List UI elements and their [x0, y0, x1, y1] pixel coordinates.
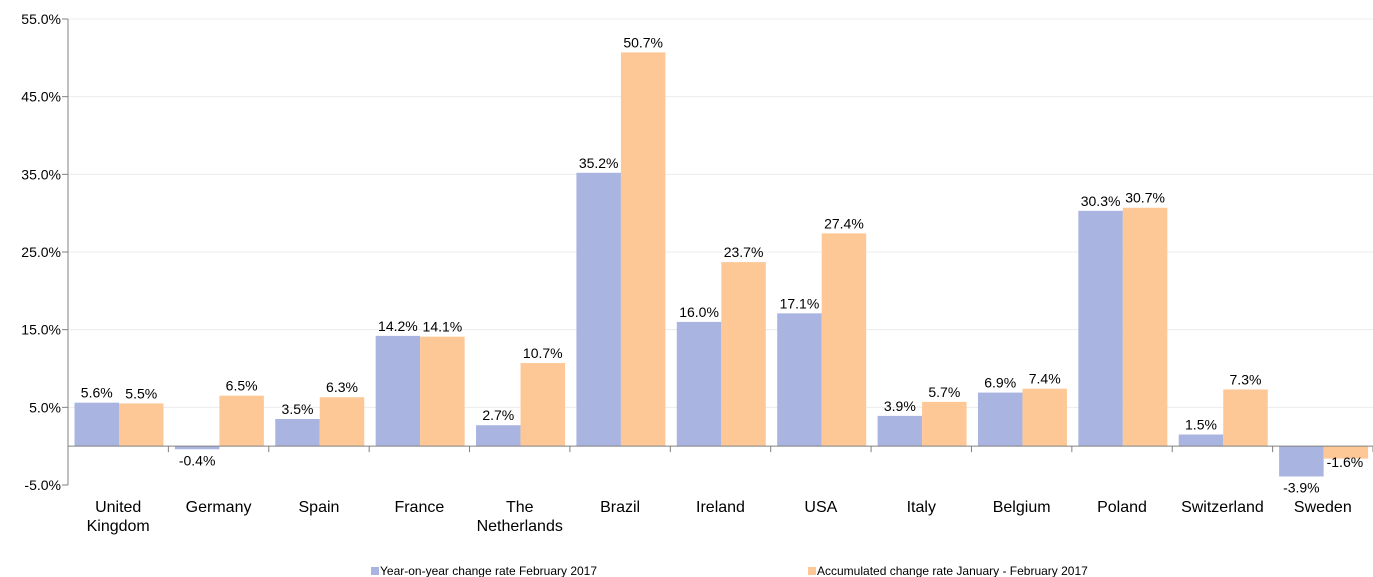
data-label: -3.9%: [1283, 479, 1320, 495]
data-label: 5.7%: [928, 384, 960, 400]
bar-series-2: [721, 262, 766, 447]
bars: [74, 52, 1369, 477]
data-label: 14.1%: [423, 319, 463, 335]
data-label: 2.7%: [482, 407, 514, 423]
bar-series-1: [174, 446, 220, 450]
data-label: 35.2%: [579, 155, 619, 171]
x-category-label: Sweden: [1294, 499, 1352, 516]
y-tick-label: 45.0%: [21, 89, 61, 105]
bar-series-2: [1122, 207, 1168, 447]
axes: -5.0% 5.0% 15.0% 25.0% 35.0% 45.0% 55.0% United…: [21, 11, 1373, 535]
data-label: 50.7%: [623, 34, 663, 50]
x-category-label: Germany: [186, 499, 252, 516]
x-category-label: Spain: [299, 499, 340, 516]
x-category-label: United Kingdom: [87, 499, 150, 535]
y-tick-label: 5.0%: [29, 399, 61, 415]
bar-series-1: [1279, 446, 1324, 477]
y-tick-label: 55.0%: [21, 11, 61, 27]
legend-swatch: [371, 567, 379, 575]
bar-series-1: [1078, 210, 1123, 447]
bar-series-1: [275, 418, 320, 447]
data-label: -1.6%: [1327, 454, 1364, 470]
bar-series-1: [877, 415, 923, 447]
data-label: 6.3%: [326, 379, 358, 395]
x-category-label: Belgium: [993, 499, 1051, 516]
x-category-label: The Netherlands: [477, 499, 563, 535]
x-category-label: Brazil: [600, 499, 640, 516]
data-label: 1.5%: [1185, 417, 1217, 433]
data-label: -0.4%: [179, 452, 216, 468]
bar-series-2: [922, 401, 967, 447]
bar-series-1: [676, 321, 722, 447]
data-label: 17.1%: [780, 295, 820, 311]
bar-series-2: [1223, 389, 1268, 447]
bar-series-2: [420, 336, 465, 447]
bar-series-1: [1178, 434, 1224, 447]
x-category-label: USA: [804, 499, 837, 516]
bar-series-1: [576, 172, 621, 447]
y-tick-label: 15.0%: [21, 322, 61, 338]
bar-series-1: [777, 313, 822, 447]
data-label: 6.9%: [984, 375, 1016, 391]
data-label: 6.5%: [226, 378, 258, 394]
x-category-label: Italy: [907, 499, 936, 516]
bar-series-2: [119, 403, 164, 447]
data-label: 27.4%: [824, 215, 864, 231]
x-category-label: Ireland: [696, 499, 745, 516]
bar-series-2: [821, 233, 867, 447]
data-label: 30.7%: [1125, 190, 1165, 206]
data-label: 3.9%: [884, 398, 916, 414]
data-label: 10.7%: [523, 345, 563, 361]
x-category-label: France: [394, 499, 444, 516]
data-label: 5.5%: [125, 385, 157, 401]
data-label: 23.7%: [724, 244, 764, 260]
legend: Year-on-year change rate February 2017 Ac…: [371, 564, 1088, 577]
data-label: 3.5%: [282, 401, 314, 417]
legend-label: Year-on-year change rate February 2017: [380, 564, 597, 577]
bar-series-2: [1323, 446, 1369, 459]
y-tick-label: 35.0%: [21, 166, 61, 182]
x-category-label: Poland: [1097, 499, 1147, 516]
data-label: 16.0%: [679, 304, 719, 320]
bar-series-2: [1022, 388, 1067, 447]
bar-series-2: [219, 395, 264, 447]
bar-series-1: [476, 425, 521, 447]
data-labels: 5.6% -0.4% 3.5% 14.2% 2.7% 35.2% 16.0% 17.1% 3.9…: [81, 34, 1363, 495]
x-category-label: Switzerland: [1181, 499, 1264, 516]
data-label: 14.2%: [378, 318, 418, 334]
data-label: 7.4%: [1029, 371, 1061, 387]
data-label: 5.6%: [81, 385, 113, 401]
y-tick-label: 25.0%: [21, 244, 61, 260]
legend-swatch: [808, 567, 816, 575]
y-tick-label: -5.0%: [24, 477, 61, 493]
bar-series-1: [74, 402, 119, 447]
bar-series-2: [620, 52, 666, 447]
bar-series-1: [977, 392, 1023, 447]
bar-series-1: [375, 335, 421, 447]
data-label: 30.3%: [1081, 193, 1121, 209]
bar-series-2: [319, 397, 365, 447]
legend-label: Accumulated change rate January - Februa…: [817, 564, 1088, 577]
bar-series-2: [520, 363, 566, 447]
data-label: 7.3%: [1230, 371, 1262, 387]
